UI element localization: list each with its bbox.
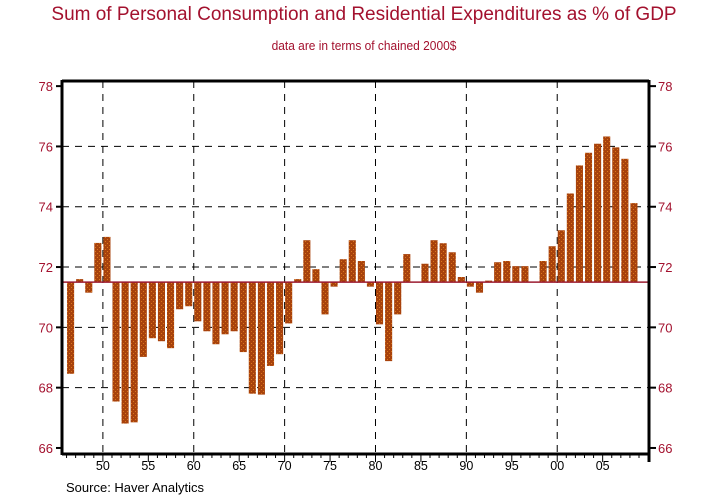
bar xyxy=(421,263,429,283)
bar xyxy=(594,143,602,283)
bar xyxy=(221,282,229,335)
x-tick-label: 55 xyxy=(141,459,155,473)
bar xyxy=(439,243,447,283)
bar xyxy=(366,282,374,287)
bar xyxy=(457,276,465,283)
bar xyxy=(557,230,565,283)
bar xyxy=(103,236,111,283)
bar xyxy=(166,282,175,349)
bar xyxy=(375,282,384,325)
y-tick-label-left: 76 xyxy=(39,139,53,154)
x-tick-label: 00 xyxy=(550,459,564,473)
source-note: Source: Haver Analytics xyxy=(66,480,205,495)
x-tick-label: 65 xyxy=(232,459,246,473)
x-tick-label: 80 xyxy=(369,459,383,473)
bar xyxy=(475,282,484,293)
y-tick-label-right: 78 xyxy=(658,79,672,94)
bar xyxy=(294,279,302,283)
x-tick-label: 75 xyxy=(323,459,337,473)
bar xyxy=(257,282,265,395)
bar xyxy=(566,193,574,283)
y-tick-label-left: 66 xyxy=(39,441,53,456)
bar xyxy=(466,282,474,287)
bar xyxy=(67,282,75,374)
y-tick-label-left: 74 xyxy=(39,200,53,215)
x-tick-label: 85 xyxy=(414,459,428,473)
bar xyxy=(157,282,165,342)
x-tick-label: 90 xyxy=(459,459,473,473)
y-tick-label-right: 66 xyxy=(658,441,672,456)
bar xyxy=(385,282,393,362)
chart-title: Sum of Personal Consumption and Resident… xyxy=(51,4,677,25)
bar xyxy=(94,242,102,283)
bar xyxy=(575,165,583,283)
bar xyxy=(212,282,220,345)
bar xyxy=(148,282,156,339)
bar xyxy=(584,152,593,283)
bar xyxy=(403,254,411,283)
bar xyxy=(230,282,238,332)
y-tick-label-left: 70 xyxy=(39,320,53,335)
x-tick-label: 50 xyxy=(96,459,110,473)
chart-subtitle: data are in terms of chained 2000$ xyxy=(271,38,457,53)
bar xyxy=(539,261,547,283)
bar xyxy=(321,282,329,315)
bar xyxy=(603,136,611,283)
bar xyxy=(339,259,347,283)
bar xyxy=(239,282,247,353)
x-tick-label: 60 xyxy=(187,459,201,473)
bar xyxy=(266,282,275,366)
y-tick-label-right: 76 xyxy=(658,139,672,154)
y-tick-label-left: 78 xyxy=(39,79,53,94)
bar xyxy=(521,266,529,283)
bar xyxy=(512,266,520,283)
bar xyxy=(548,246,556,283)
bar xyxy=(112,282,120,402)
axes xyxy=(56,79,656,462)
y-tick-label-left: 68 xyxy=(39,381,53,396)
y-tick-label-right: 70 xyxy=(658,320,672,335)
bar xyxy=(185,282,193,307)
bar xyxy=(430,240,438,283)
bar xyxy=(494,262,502,283)
bars xyxy=(62,136,649,424)
x-tick-label: 95 xyxy=(505,459,519,473)
bar xyxy=(85,282,93,293)
bar xyxy=(448,252,456,283)
y-tick-label-right: 74 xyxy=(658,200,672,215)
bar xyxy=(130,282,138,423)
bar xyxy=(276,282,284,355)
bar xyxy=(139,282,147,357)
bar xyxy=(303,240,311,283)
y-tick-label-right: 72 xyxy=(658,260,672,275)
bar xyxy=(76,279,84,283)
bar xyxy=(630,203,638,283)
bar xyxy=(612,147,620,283)
tick-labels: 66 66 68 68 70 70 72 72 74 74 76 76 78 78 50 55 60 65 70 75… xyxy=(39,79,673,473)
x-tick-label: 70 xyxy=(278,459,292,473)
y-tick-label-left: 72 xyxy=(39,260,53,275)
bar xyxy=(621,158,629,283)
bar xyxy=(485,280,493,283)
bar xyxy=(394,282,402,315)
bar xyxy=(194,282,202,322)
bar xyxy=(121,282,129,424)
bar xyxy=(330,282,338,287)
bar xyxy=(312,269,320,283)
bar xyxy=(203,282,211,332)
bar xyxy=(248,282,256,394)
x-tick-label: 05 xyxy=(596,459,610,473)
bar xyxy=(348,240,356,283)
y-tick-label-right: 68 xyxy=(658,381,672,396)
bar xyxy=(357,261,365,283)
bar xyxy=(285,282,293,324)
bar xyxy=(503,261,511,283)
bar xyxy=(176,282,184,310)
